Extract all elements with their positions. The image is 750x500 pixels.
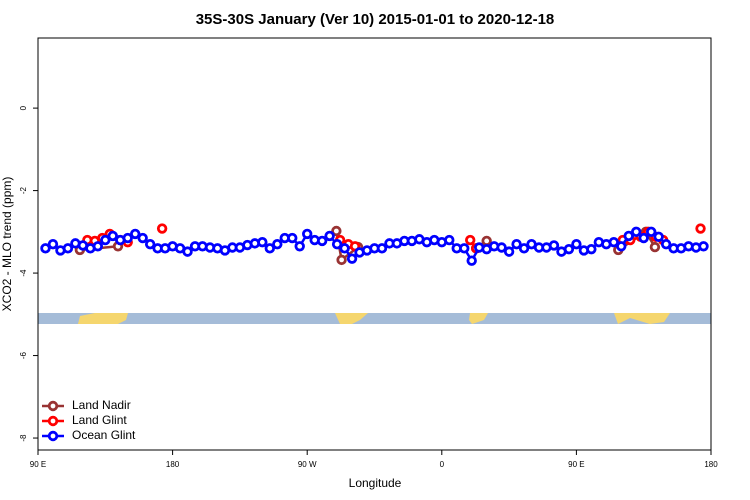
legend-label: Ocean Glint	[72, 428, 136, 442]
data-point	[336, 254, 347, 266]
data-point	[122, 232, 133, 244]
chart-title: 35S-30S January (Ver 10) 2015-01-01 to 2…	[196, 11, 555, 28]
data-point	[645, 226, 657, 238]
data-point	[272, 239, 283, 250]
data-point	[339, 243, 350, 254]
data-point	[264, 243, 276, 254]
x-axis-label: Longitude	[349, 476, 402, 490]
data-point	[144, 239, 156, 250]
data-point	[571, 239, 582, 250]
legend-marker	[47, 400, 59, 412]
data-point	[518, 243, 530, 254]
data-point	[137, 232, 148, 244]
x-tick-label: 180	[704, 460, 718, 469]
data-point	[503, 246, 515, 257]
data-point	[294, 241, 305, 252]
data-point	[653, 231, 664, 242]
data-point	[616, 241, 627, 252]
data-point	[638, 232, 649, 244]
data-point	[586, 243, 597, 255]
legend-label: Land Nadir	[72, 398, 131, 412]
y-tick-label: -6	[19, 351, 28, 359]
data-point	[466, 255, 477, 266]
data-point	[459, 243, 470, 254]
y-tick-label: -8	[19, 434, 28, 442]
data-point	[376, 243, 388, 254]
data-point	[548, 240, 560, 251]
data-point	[660, 239, 672, 250]
data-point	[316, 235, 328, 247]
data-point	[47, 239, 59, 250]
data-point	[107, 230, 118, 242]
data-point	[331, 239, 343, 250]
data-point	[156, 223, 168, 234]
data-point	[444, 234, 455, 246]
data-point	[182, 246, 193, 257]
data-point	[695, 223, 706, 234]
y-axis-label: XCO2 - MLO trend (ppm)	[0, 177, 14, 312]
y-tick-label: -4	[19, 269, 28, 277]
data-point	[608, 236, 619, 248]
data-point	[511, 239, 522, 250]
y-tick-label: 0	[19, 105, 28, 110]
y-tick-label: -2	[19, 186, 28, 194]
data-point	[346, 253, 358, 264]
data-point	[100, 234, 111, 246]
data-point	[130, 228, 141, 240]
x-tick-label: 0	[440, 460, 445, 469]
x-tick-label: 180	[166, 460, 180, 469]
data-point	[631, 226, 642, 238]
data-point	[331, 225, 342, 237]
legend-marker	[47, 430, 59, 442]
data-point	[40, 243, 51, 254]
x-tick-label: 90 W	[298, 460, 317, 469]
land-ocean-strip	[38, 313, 711, 324]
data-point	[465, 234, 476, 246]
data-point	[623, 230, 634, 242]
x-tick-label: 90 E	[568, 460, 584, 469]
x-tick-label: 90 E	[30, 460, 46, 469]
data-point	[324, 230, 335, 242]
plot-frame	[37, 37, 712, 451]
data-point	[62, 243, 74, 254]
data-point	[698, 241, 709, 252]
legend-label: Land Glint	[72, 413, 127, 427]
data-point	[563, 243, 575, 255]
legend-marker	[47, 415, 59, 427]
data-point	[481, 235, 492, 247]
data-point	[649, 241, 661, 253]
data-point	[92, 241, 104, 252]
data-point	[257, 236, 268, 248]
data-point	[496, 242, 507, 253]
data-point	[287, 232, 298, 244]
data-point	[302, 228, 313, 240]
